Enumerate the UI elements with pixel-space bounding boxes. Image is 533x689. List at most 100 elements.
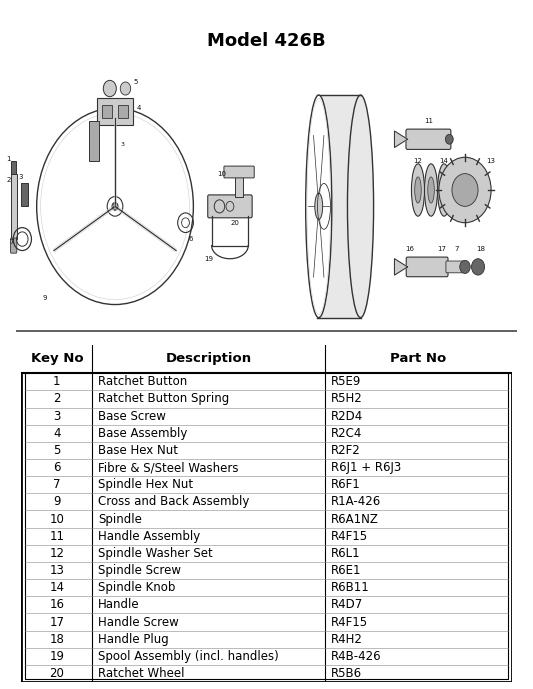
Text: 16: 16 — [406, 246, 415, 252]
Ellipse shape — [424, 164, 438, 216]
Text: 11: 11 — [50, 530, 64, 543]
Text: Handle: Handle — [98, 598, 140, 611]
Text: 4: 4 — [136, 105, 141, 111]
Bar — [235, 174, 243, 196]
Text: 7: 7 — [10, 239, 14, 245]
Text: Model 426B: Model 426B — [207, 32, 326, 50]
Text: 4: 4 — [53, 426, 61, 440]
Text: Key No: Key No — [30, 352, 83, 365]
Text: Handle Assembly: Handle Assembly — [98, 530, 200, 543]
Bar — [21, 344, 512, 373]
Text: R4F15: R4F15 — [331, 615, 368, 628]
FancyBboxPatch shape — [406, 129, 451, 150]
Text: Base Hex Nut: Base Hex Nut — [98, 444, 179, 457]
Text: Description: Description — [166, 352, 252, 365]
Text: Spool Assembly (incl. handles): Spool Assembly (incl. handles) — [98, 650, 279, 663]
Text: Spindle Hex Nut: Spindle Hex Nut — [98, 478, 193, 491]
Text: 5: 5 — [53, 444, 61, 457]
Text: 6: 6 — [189, 236, 193, 242]
Bar — [11, 161, 17, 174]
Circle shape — [112, 203, 118, 210]
Bar — [21, 183, 28, 206]
Text: R6F1: R6F1 — [331, 478, 361, 491]
Text: 12: 12 — [414, 158, 423, 163]
Text: Part No: Part No — [390, 352, 447, 365]
FancyBboxPatch shape — [11, 238, 17, 253]
FancyBboxPatch shape — [224, 166, 254, 178]
Text: 5: 5 — [134, 79, 138, 85]
Ellipse shape — [441, 177, 447, 203]
Text: Spindle Knob: Spindle Knob — [98, 582, 176, 594]
Text: 6: 6 — [53, 461, 61, 474]
Text: 18: 18 — [476, 246, 485, 252]
Text: R6J1 + R6J3: R6J1 + R6J3 — [331, 461, 401, 474]
Text: 3: 3 — [53, 409, 61, 422]
Text: R5B6: R5B6 — [331, 667, 362, 680]
Text: Spindle Screw: Spindle Screw — [98, 564, 181, 577]
Text: R4F15: R4F15 — [331, 530, 368, 543]
Circle shape — [446, 134, 453, 144]
Text: R5E9: R5E9 — [331, 376, 361, 389]
Bar — [89, 121, 99, 161]
Text: R4D7: R4D7 — [331, 598, 364, 611]
Text: R6A1NZ: R6A1NZ — [331, 513, 379, 526]
Text: Base Assembly: Base Assembly — [98, 426, 188, 440]
Text: 13: 13 — [487, 158, 496, 163]
Text: 7: 7 — [53, 478, 61, 491]
Text: 13: 13 — [50, 564, 64, 577]
Bar — [96, 99, 133, 125]
Text: 2: 2 — [53, 393, 61, 405]
FancyBboxPatch shape — [446, 261, 463, 273]
Text: Ratchet Button Spring: Ratchet Button Spring — [98, 393, 230, 405]
Text: R6E1: R6E1 — [331, 564, 362, 577]
Text: R2D4: R2D4 — [331, 409, 364, 422]
Polygon shape — [318, 95, 360, 318]
Circle shape — [472, 258, 484, 275]
Circle shape — [452, 174, 478, 206]
Ellipse shape — [411, 164, 424, 216]
Text: R6L1: R6L1 — [331, 547, 361, 560]
Text: Spindle: Spindle — [98, 513, 142, 526]
Text: Fibre & S/Steel Washers: Fibre & S/Steel Washers — [98, 461, 239, 474]
Text: Cross and Back Assembly: Cross and Back Assembly — [98, 495, 249, 508]
Text: 17: 17 — [437, 246, 446, 252]
Text: R4H2: R4H2 — [331, 633, 363, 646]
Text: Ratchet Wheel: Ratchet Wheel — [98, 667, 185, 680]
Ellipse shape — [348, 95, 374, 318]
Circle shape — [439, 157, 491, 223]
Text: 19: 19 — [50, 650, 64, 663]
Text: R1A-426: R1A-426 — [331, 495, 382, 508]
Text: 20: 20 — [231, 220, 240, 226]
Ellipse shape — [438, 164, 450, 216]
Text: 20: 20 — [50, 667, 64, 680]
FancyBboxPatch shape — [208, 195, 252, 218]
Text: 17: 17 — [50, 615, 64, 628]
Circle shape — [120, 82, 131, 95]
Polygon shape — [394, 258, 408, 275]
Text: Base Screw: Base Screw — [98, 409, 166, 422]
FancyBboxPatch shape — [406, 257, 448, 277]
Text: 10: 10 — [50, 513, 64, 526]
Text: Spindle Washer Set: Spindle Washer Set — [98, 547, 213, 560]
Text: Handle Plug: Handle Plug — [98, 633, 169, 646]
Text: 18: 18 — [50, 633, 64, 646]
Text: 14: 14 — [440, 158, 449, 163]
Bar — [102, 105, 112, 118]
Text: 2: 2 — [6, 177, 11, 183]
Bar — [11, 174, 17, 239]
Text: R2C4: R2C4 — [331, 426, 362, 440]
Text: R2F2: R2F2 — [331, 444, 361, 457]
Circle shape — [103, 81, 116, 96]
Text: 11: 11 — [424, 119, 433, 124]
Text: 10: 10 — [217, 171, 227, 176]
Text: 1: 1 — [6, 156, 11, 162]
Bar — [118, 105, 128, 118]
Ellipse shape — [305, 95, 332, 318]
Text: 16: 16 — [50, 598, 64, 611]
Text: R4B-426: R4B-426 — [331, 650, 382, 663]
Circle shape — [460, 260, 470, 274]
Text: 1: 1 — [53, 376, 61, 389]
Text: 9: 9 — [42, 295, 47, 301]
Text: 3: 3 — [19, 174, 23, 180]
Text: 19: 19 — [205, 256, 214, 262]
